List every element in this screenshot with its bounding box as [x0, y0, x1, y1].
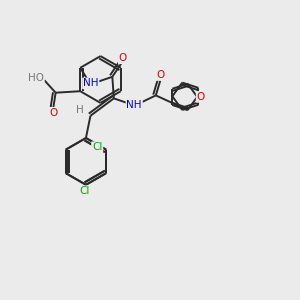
- Text: O: O: [197, 92, 205, 102]
- Text: NH: NH: [127, 100, 142, 110]
- Text: HO: HO: [28, 73, 44, 83]
- Text: O: O: [119, 53, 127, 63]
- Text: Cl: Cl: [92, 142, 102, 152]
- Text: NH: NH: [83, 78, 98, 88]
- Text: Cl: Cl: [79, 186, 90, 197]
- Text: O: O: [49, 108, 57, 118]
- Text: H: H: [76, 105, 84, 116]
- Text: O: O: [156, 70, 164, 80]
